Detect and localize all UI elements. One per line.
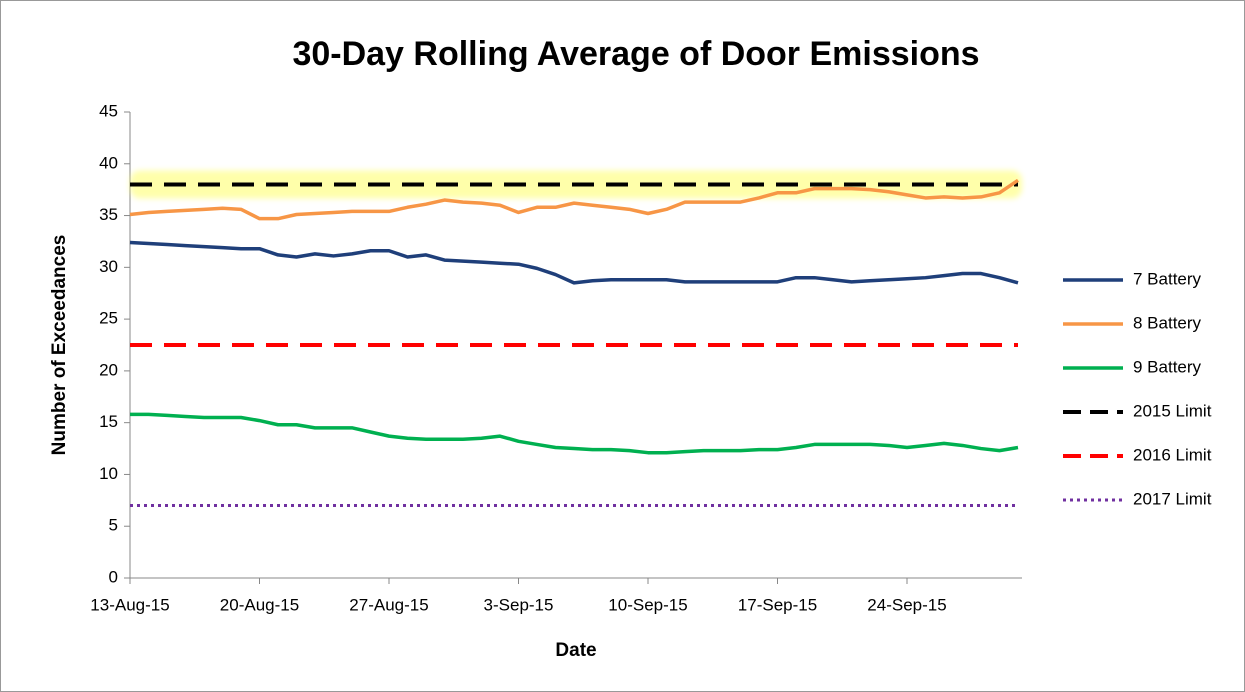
x-tick-label: 17-Sep-15 — [738, 595, 817, 614]
x-tick-label: 13-Aug-15 — [90, 595, 169, 614]
y-tick-label: 20 — [99, 360, 118, 379]
x-tick-label: 27-Aug-15 — [349, 595, 428, 614]
y-tick-label: 5 — [109, 516, 118, 535]
chart-title: 30-Day Rolling Average of Door Emissions — [292, 35, 979, 73]
y-tick-label: 10 — [99, 464, 118, 483]
y-tick-label: 30 — [99, 257, 118, 276]
x-axis-title: Date — [555, 640, 596, 661]
series-line — [129, 240, 1019, 285]
x-tick-label: 10-Sep-15 — [608, 595, 687, 614]
y-tick-label: 40 — [99, 153, 118, 172]
x-tick-label: 20-Aug-15 — [220, 595, 299, 614]
x-tick-label: 3-Sep-15 — [484, 595, 554, 614]
y-tick-label: 35 — [99, 205, 118, 224]
legend-label: 2017 Limit — [1133, 489, 1212, 508]
legend-label: 2016 Limit — [1133, 445, 1212, 464]
y-tick-label: 0 — [109, 567, 118, 586]
y-tick-label: 45 — [99, 101, 118, 120]
legend-label: 9 Battery — [1133, 357, 1202, 376]
legend-label: 7 Battery — [1133, 269, 1202, 288]
y-axis-title: Number of Exceedances — [49, 235, 70, 456]
y-tick-label: 15 — [99, 412, 118, 431]
legend-label: 8 Battery — [1133, 313, 1202, 332]
y-tick-label: 25 — [99, 309, 118, 328]
x-tick-label: 24-Sep-15 — [867, 595, 946, 614]
legend-label: 2015 Limit — [1133, 401, 1212, 420]
series-line — [130, 412, 1019, 455]
series-line — [129, 178, 1019, 221]
